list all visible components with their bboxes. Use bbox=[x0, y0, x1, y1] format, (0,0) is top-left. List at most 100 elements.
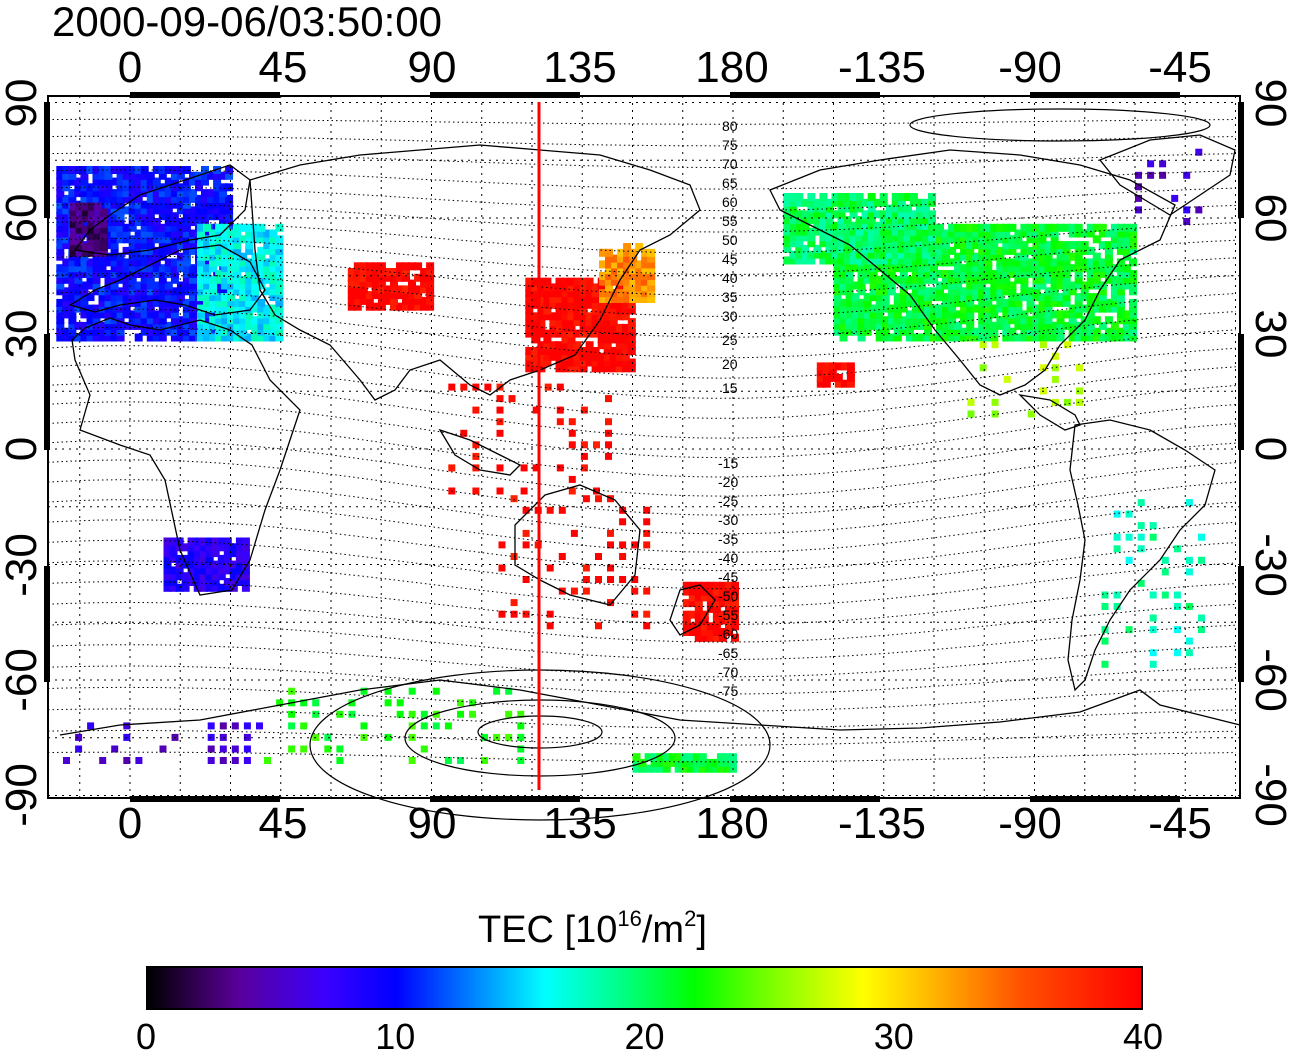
colorbar-tick-label: 10 bbox=[375, 1016, 416, 1057]
tec-cell bbox=[978, 310, 987, 319]
tec-cell bbox=[227, 281, 236, 290]
tec-cell bbox=[954, 264, 963, 273]
tec-cell bbox=[789, 216, 798, 225]
tec-cell bbox=[909, 193, 918, 201]
tec-cell bbox=[158, 194, 167, 203]
tec-cell bbox=[104, 194, 113, 203]
tec-cell bbox=[954, 287, 963, 296]
tec-cell bbox=[543, 358, 552, 367]
tec-cell bbox=[525, 318, 534, 327]
tec-cell bbox=[825, 221, 834, 230]
tec-cell bbox=[893, 327, 902, 336]
tec-cell bbox=[948, 281, 957, 290]
tec-cell bbox=[579, 300, 588, 309]
tec-cell bbox=[56, 183, 65, 192]
tec-cell bbox=[207, 212, 216, 221]
tec-cell bbox=[954, 321, 963, 330]
tec-cell bbox=[978, 235, 987, 244]
tec-cell bbox=[942, 229, 950, 238]
map-title: 2000-09-06/03:50:00 bbox=[52, 0, 442, 45]
tec-cell bbox=[359, 262, 368, 271]
tec-cell bbox=[426, 285, 435, 294]
tec-cell bbox=[580, 452, 588, 460]
tec-cell bbox=[555, 364, 564, 373]
tec-cell bbox=[582, 495, 590, 503]
tec-cell bbox=[140, 241, 149, 250]
tec-cell bbox=[591, 300, 600, 309]
tec-cell bbox=[851, 298, 860, 307]
tec-cell bbox=[1002, 321, 1011, 330]
tec-cell bbox=[891, 198, 900, 207]
tec-cell bbox=[1092, 258, 1101, 267]
tec-cell bbox=[134, 310, 143, 319]
mag-contour bbox=[47, 273, 1237, 317]
tec-cell bbox=[619, 553, 627, 560]
tec-cell bbox=[828, 362, 837, 371]
tec-cell bbox=[915, 221, 924, 230]
tec-cell bbox=[1014, 264, 1023, 273]
tec-cell bbox=[209, 258, 218, 267]
tec-cell bbox=[875, 316, 884, 325]
tec-cell bbox=[251, 333, 260, 342]
tec-cell bbox=[942, 258, 950, 267]
tec-cell bbox=[221, 333, 230, 342]
tec-cell bbox=[579, 312, 588, 321]
tec-cell bbox=[843, 256, 852, 265]
tec-cell bbox=[98, 304, 107, 313]
tec-cell bbox=[1092, 327, 1101, 336]
tec-cell bbox=[978, 316, 987, 325]
tec-cell bbox=[568, 429, 576, 437]
tec-cell bbox=[203, 235, 211, 244]
tec-cell bbox=[680, 758, 689, 767]
tec-cell bbox=[92, 333, 101, 342]
tec-cell bbox=[187, 537, 196, 546]
tec-cell bbox=[257, 275, 266, 284]
tec-cell bbox=[263, 235, 272, 244]
tec-cell bbox=[81, 202, 90, 211]
tec-cell bbox=[68, 333, 77, 342]
tec-cell bbox=[599, 248, 607, 257]
tec-cell bbox=[928, 239, 936, 248]
tec-cell bbox=[905, 281, 914, 290]
tec-cell bbox=[221, 310, 230, 319]
tec-cell bbox=[990, 304, 999, 313]
tec-cell bbox=[420, 268, 429, 276]
tec-cell bbox=[215, 293, 224, 302]
tec-cell bbox=[1080, 264, 1089, 273]
tec-cell bbox=[146, 171, 155, 180]
tec-cell bbox=[942, 241, 950, 250]
tec-cell bbox=[930, 304, 938, 313]
tec-cell bbox=[966, 241, 975, 250]
tec-cell bbox=[239, 281, 248, 290]
tec-cell bbox=[347, 285, 356, 294]
tec-cell bbox=[170, 310, 179, 319]
tec-cell bbox=[725, 587, 733, 596]
tec-cell bbox=[414, 291, 423, 300]
tec-cell bbox=[869, 321, 878, 330]
tec-cell bbox=[158, 275, 167, 284]
tec-cell bbox=[269, 235, 278, 244]
tec-cell bbox=[233, 287, 242, 296]
tec-cell bbox=[1020, 327, 1029, 336]
tec-cell bbox=[725, 628, 733, 636]
tec-cell bbox=[845, 310, 854, 319]
tec-cell bbox=[182, 194, 191, 203]
tec-cell bbox=[1122, 327, 1131, 336]
tec-cell bbox=[549, 323, 558, 332]
tec-cell bbox=[377, 296, 386, 305]
tec-cell bbox=[195, 183, 203, 192]
tec-cell bbox=[893, 293, 902, 302]
tec-cell bbox=[1044, 304, 1053, 313]
mag-lat-label: 80 bbox=[722, 118, 738, 134]
tec-cell bbox=[631, 541, 639, 549]
tec-cell bbox=[579, 358, 588, 367]
tec-cell bbox=[426, 268, 435, 276]
tec-cell bbox=[700, 587, 709, 596]
tec-cell bbox=[1032, 333, 1041, 342]
tec-cell bbox=[189, 189, 197, 198]
tec-cell bbox=[1038, 310, 1047, 319]
tec-cell bbox=[128, 281, 137, 290]
tec-cell bbox=[146, 293, 155, 302]
tec-cell bbox=[807, 233, 816, 242]
tec-cell bbox=[1110, 235, 1119, 244]
